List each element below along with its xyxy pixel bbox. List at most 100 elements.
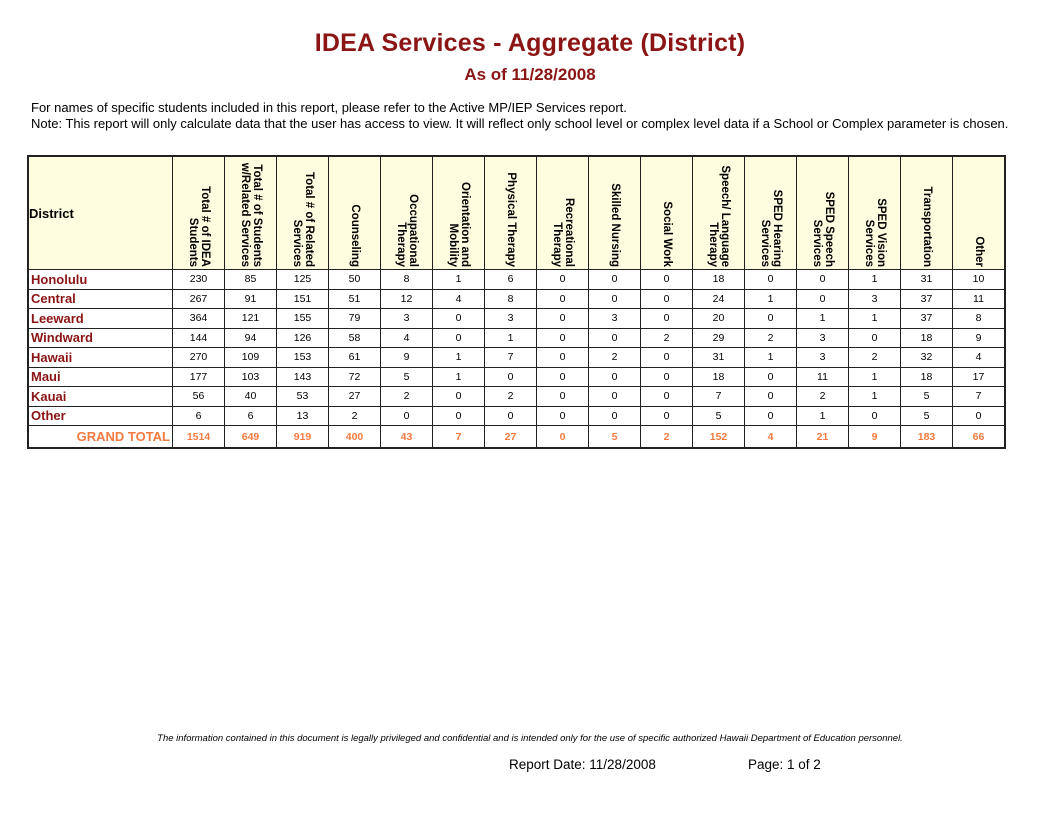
table-cell: 3 (848, 288, 901, 309)
grand-total-cell: 7 (432, 425, 485, 449)
table-cell: 0 (588, 366, 641, 387)
table-cell: 13 (276, 405, 329, 426)
report-notes: For names of specific students included … (31, 100, 1021, 132)
grand-total-cell: 649 (224, 425, 277, 449)
table-cell: 109 (224, 347, 277, 368)
report-date: Report Date: 11/28/2008 (509, 757, 656, 772)
grand-total-label: GRAND TOTAL (27, 425, 173, 449)
report-title: IDEA Services - Aggregate (District) (314, 29, 746, 57)
table-cell: 2 (744, 327, 797, 348)
table-cell: 3 (796, 347, 849, 368)
table-cell: 50 (328, 269, 381, 290)
table-cell: 2 (380, 386, 433, 407)
table-cell: 18 (900, 327, 953, 348)
table-cell: 2 (796, 386, 849, 407)
district-name: Central (27, 288, 173, 309)
column-header: Total # of Students w/Related Services (224, 155, 277, 270)
table-cell: 58 (328, 327, 381, 348)
column-header: Skilled Nursing (588, 155, 641, 270)
column-header: Transportation (900, 155, 953, 270)
table-cell: 94 (224, 327, 277, 348)
table-cell: 4 (380, 327, 433, 348)
table-body: Honolulu 230 85 125 50 8 1 6 0 0 0 18 0 0 1 31 10 Central… (27, 269, 1006, 449)
table-cell: 121 (224, 308, 277, 329)
table-cell: 6 (224, 405, 277, 426)
table-cell: 0 (640, 288, 693, 309)
district-name: Kauai (27, 386, 173, 407)
table-cell: 0 (640, 269, 693, 290)
table-cell: 17 (952, 366, 1006, 387)
table-cell: 230 (172, 269, 225, 290)
table-row: Hawaii 270 109 153 61 9 1 7 0 2 0 31 1 3 2 32 4 (27, 347, 1006, 368)
grand-total-cell: 5 (588, 425, 641, 449)
table-cell: 18 (900, 366, 953, 387)
table-cell: 0 (536, 405, 589, 426)
note-line-1: For names of specific students included … (31, 100, 627, 115)
column-header: Speech/ Language Therapy (692, 155, 745, 270)
table-cell: 31 (692, 347, 745, 368)
table-cell: 2 (484, 386, 537, 407)
grand-total-cell: 27 (484, 425, 537, 449)
table-cell: 0 (380, 405, 433, 426)
table-cell: 6 (484, 269, 537, 290)
table-cell: 0 (536, 308, 589, 329)
table-cell: 0 (588, 327, 641, 348)
table-cell: 0 (744, 308, 797, 329)
table-cell: 153 (276, 347, 329, 368)
table-cell: 3 (796, 327, 849, 348)
table-cell: 37 (900, 308, 953, 329)
table-cell: 85 (224, 269, 277, 290)
table-cell: 51 (328, 288, 381, 309)
table-cell: 103 (224, 366, 277, 387)
district-name: Honolulu (27, 269, 173, 290)
table-cell: 7 (692, 386, 745, 407)
table-cell: 0 (744, 366, 797, 387)
table-cell: 0 (432, 308, 485, 329)
table-cell: 270 (172, 347, 225, 368)
table-cell: 0 (640, 308, 693, 329)
table-cell: 3 (484, 308, 537, 329)
table-cell: 0 (640, 347, 693, 368)
table-cell: 0 (588, 269, 641, 290)
column-header: Other (952, 155, 1006, 270)
column-header: Recreational Therapy (536, 155, 589, 270)
table-cell: 1 (744, 288, 797, 309)
table-row: Windward 144 94 126 58 4 0 1 0 0 2 29 2 3 0 18 9 (27, 327, 1006, 348)
table-cell: 0 (796, 288, 849, 309)
table-cell: 0 (536, 288, 589, 309)
table-cell: 29 (692, 327, 745, 348)
table-cell: 11 (796, 366, 849, 387)
grand-total-cell: 66 (952, 425, 1006, 449)
column-header: Total # of Related Services (276, 155, 329, 270)
table-cell: 0 (640, 386, 693, 407)
table-cell: 32 (900, 347, 953, 368)
grand-total-cell: 2 (640, 425, 693, 449)
grand-total-cell: 0 (536, 425, 589, 449)
table-cell: 5 (900, 386, 953, 407)
table-cell: 0 (640, 366, 693, 387)
column-header: SPED Speech Services (796, 155, 849, 270)
table-row: Central 267 91 151 51 12 4 8 0 0 0 24 1 0 3 37 11 (27, 288, 1006, 309)
grand-total-cell: 400 (328, 425, 381, 449)
table-cell: 79 (328, 308, 381, 329)
table-cell: 7 (484, 347, 537, 368)
grand-total-cell: 183 (900, 425, 953, 449)
table-cell: 18 (692, 366, 745, 387)
table-cell: 61 (328, 347, 381, 368)
table-cell: 126 (276, 327, 329, 348)
table-cell: 56 (172, 386, 225, 407)
table-cell: 2 (640, 327, 693, 348)
table-cell: 27 (328, 386, 381, 407)
table-cell: 0 (848, 405, 901, 426)
grand-total-cell: 1514 (172, 425, 225, 449)
table-cell: 2 (328, 405, 381, 426)
confidentiality-disclaimer: The information contained in this docume… (157, 733, 903, 744)
table-cell: 1 (848, 366, 901, 387)
table-cell: 0 (432, 327, 485, 348)
table-cell: 31 (900, 269, 953, 290)
table-cell: 0 (536, 347, 589, 368)
table-cell: 8 (380, 269, 433, 290)
services-table: District Total # of IDEA Students Total … (27, 155, 1006, 449)
table-cell: 0 (484, 366, 537, 387)
grand-total-cell: 919 (276, 425, 329, 449)
